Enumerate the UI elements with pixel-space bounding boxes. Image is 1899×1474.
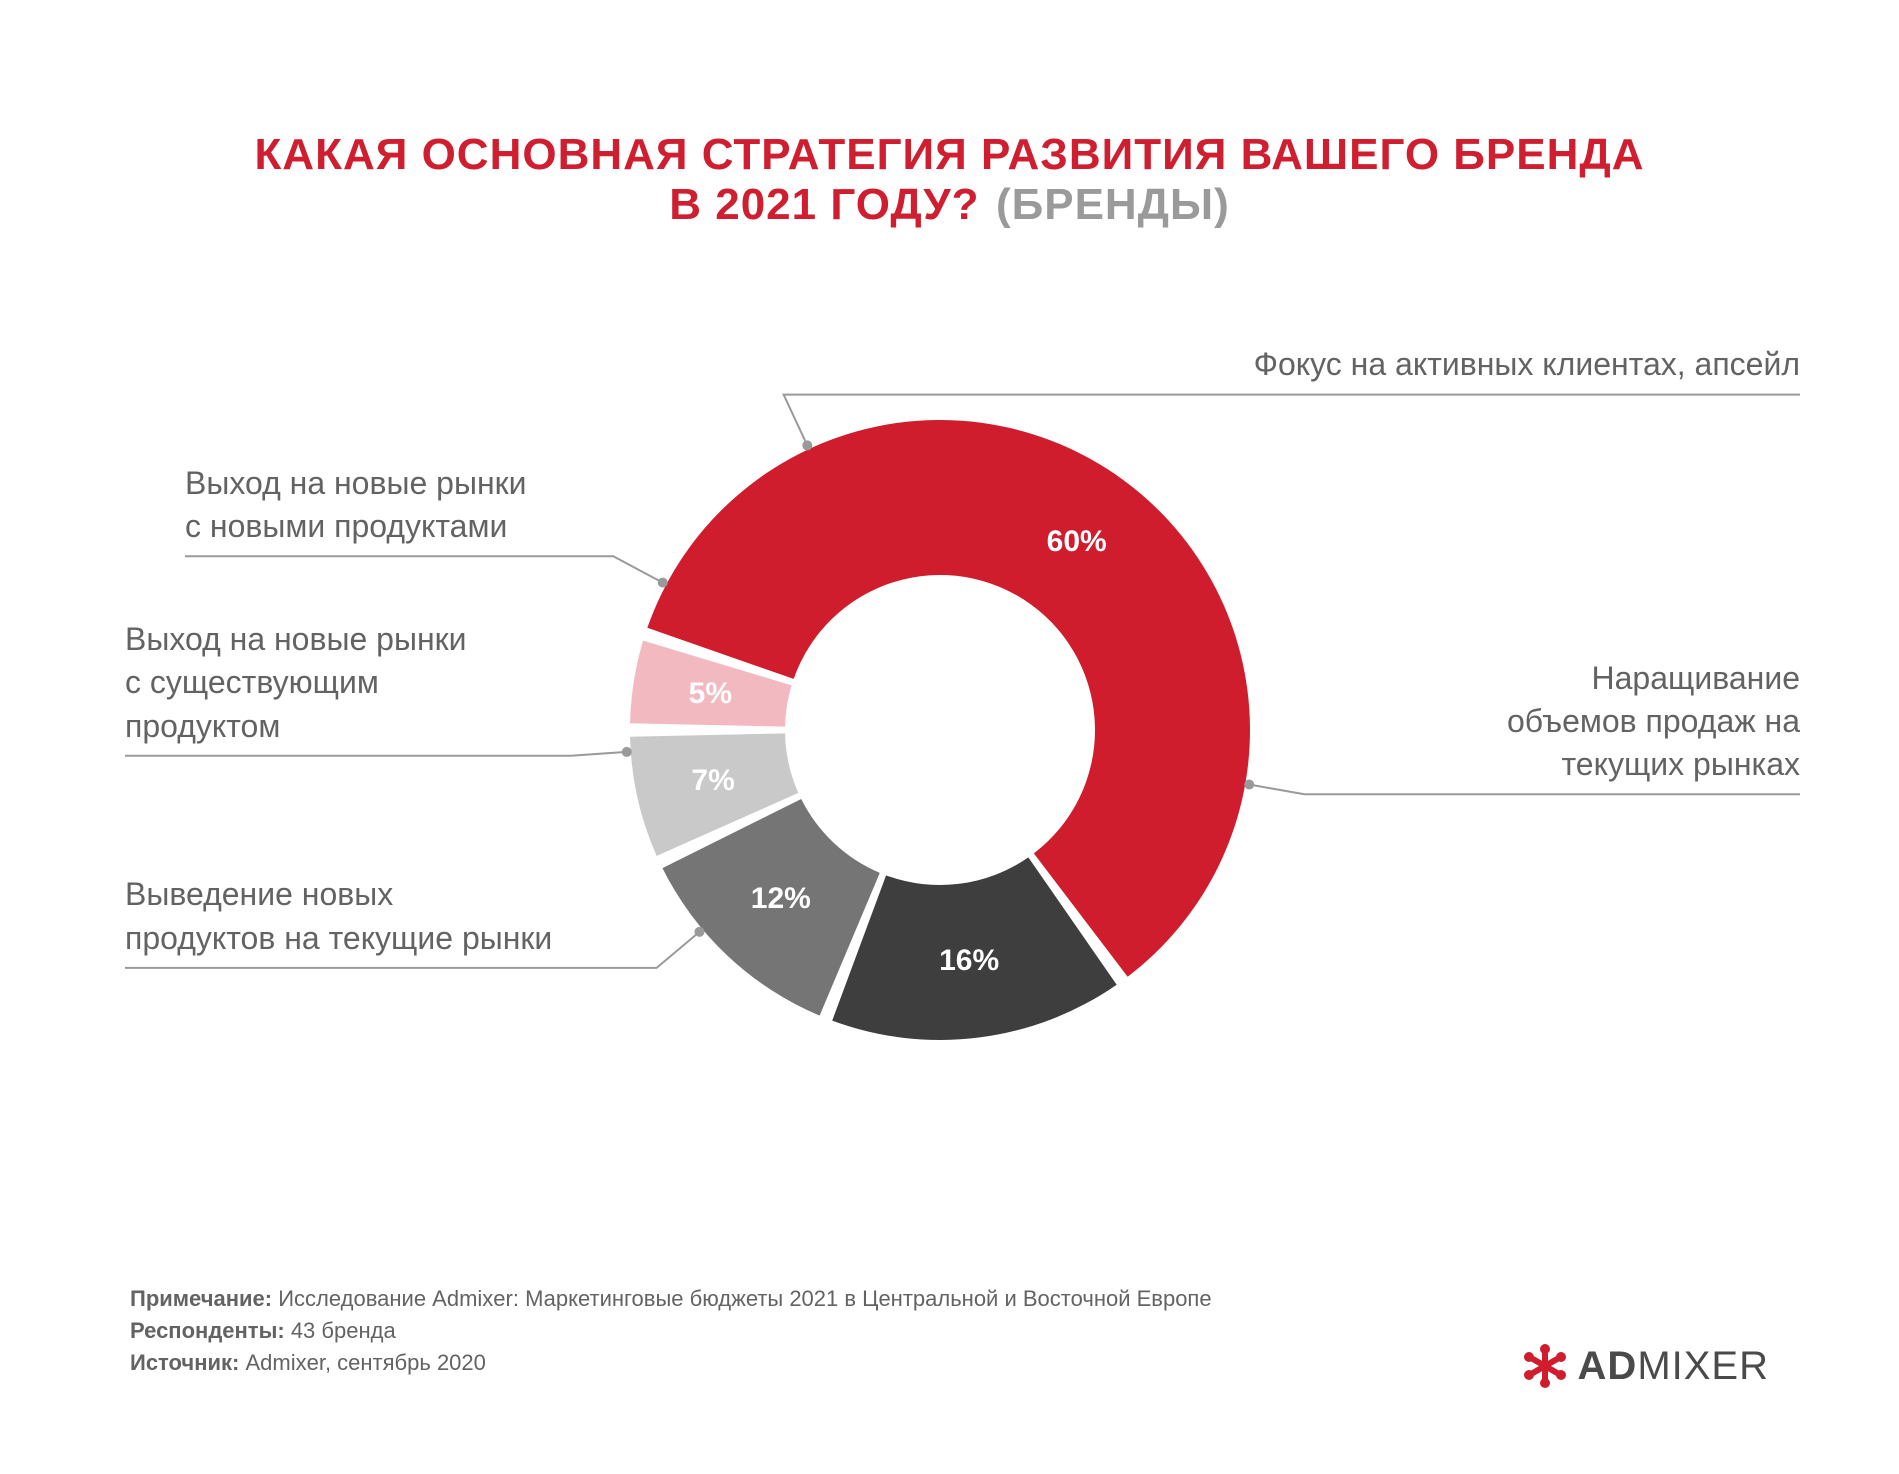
footer-note-label: Примечание: [130, 1286, 272, 1311]
callout-line: Выход на новые рынки [185, 462, 565, 505]
admixer-logo: ADMIXER [1522, 1343, 1769, 1389]
footer-note-text: Исследование Admixer: Маркетинговые бюдж… [272, 1286, 1211, 1311]
footer-respondents: Респонденты: 43 бренда [130, 1315, 1212, 1347]
footer-src-text: Admixer, сентябрь 2020 [239, 1350, 486, 1375]
callout-sales-growth: Наращиваниеобъемов продаж натекущих рынк… [1480, 657, 1800, 787]
callout-line: с новыми продуктами [185, 505, 565, 548]
footer-resp-text: 43 бренда [285, 1318, 396, 1343]
callout-line: Выведение новых [125, 873, 585, 916]
logo-text-rest: MIXER [1637, 1344, 1769, 1388]
callout-line: Наращивание [1480, 657, 1800, 700]
leader-dot [622, 747, 632, 757]
leader-dot [658, 578, 668, 588]
leader-dot [802, 440, 812, 450]
callout-line: объемов продаж на [1480, 700, 1800, 743]
footer-source: Источник: Admixer, сентябрь 2020 [130, 1347, 1212, 1379]
leader-line [125, 752, 627, 756]
callout-line: Фокус на активных клиентах, апсейл [1000, 343, 1800, 386]
footer-notes: Примечание: Исследование Admixer: Маркет… [130, 1283, 1212, 1379]
leader-dot [694, 927, 704, 937]
callout-new-markets-new-products: Выход на новые рынкис новыми продуктами [185, 462, 565, 548]
footer-note: Примечание: Исследование Admixer: Маркет… [130, 1283, 1212, 1315]
logo-text-bold: AD [1578, 1344, 1638, 1388]
footer-resp-label: Респонденты: [130, 1318, 285, 1343]
callout-line: с существующим [125, 661, 505, 704]
logo-text: ADMIXER [1578, 1344, 1769, 1389]
callout-new-products-current-markets: Выведение новыхпродуктов на текущие рынк… [125, 873, 585, 959]
callout-line: продуктов на текущие рынки [125, 917, 585, 960]
callout-line: Выход на новые рынки [125, 618, 505, 661]
leader-line [185, 556, 663, 582]
leader-dot [1244, 780, 1254, 790]
footer-src-label: Источник: [130, 1350, 239, 1375]
asterisk-icon [1522, 1343, 1568, 1389]
callout-new-markets-existing-product: Выход на новые рынкис существующимпродук… [125, 618, 505, 748]
callout-focus-active-clients: Фокус на активных клиентах, апсейл [1000, 343, 1800, 386]
callout-line: текущих рынках [1480, 743, 1800, 786]
callout-line: продуктом [125, 705, 505, 748]
